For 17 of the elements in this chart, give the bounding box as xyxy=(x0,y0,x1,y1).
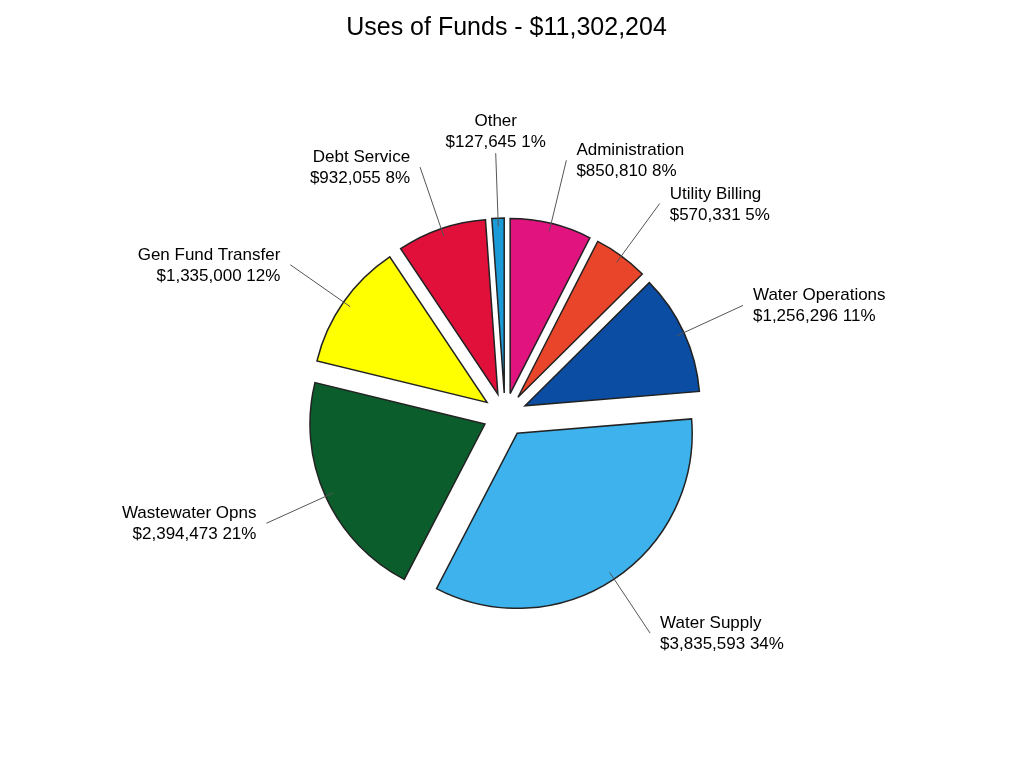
slice-label: Utility Billing xyxy=(669,183,762,203)
chart-title: Uses of Funds - $11,302,204 xyxy=(346,12,667,40)
slice-label: Debt Service xyxy=(312,147,411,167)
data-label: $570,331 5% xyxy=(669,204,770,224)
slice-label: Water Supply xyxy=(660,613,763,633)
slice-label: Gen Fund Transfer xyxy=(137,244,281,264)
data-label: $127,645 1% xyxy=(445,132,546,152)
data-label: $1,335,000 12% xyxy=(156,265,281,285)
data-label: $850,810 8% xyxy=(576,161,677,181)
slice-label: Administration xyxy=(576,140,685,160)
data-label: $2,394,473 21% xyxy=(132,524,257,544)
slice-label: Wastewater Opns xyxy=(121,503,257,523)
slice-label: Other xyxy=(474,111,518,131)
slice-label: Water Operations xyxy=(752,285,886,305)
data-label: $1,256,296 11% xyxy=(752,306,876,326)
data-label: $3,835,593 34% xyxy=(660,634,784,654)
data-label: $932,055 8% xyxy=(309,168,411,188)
